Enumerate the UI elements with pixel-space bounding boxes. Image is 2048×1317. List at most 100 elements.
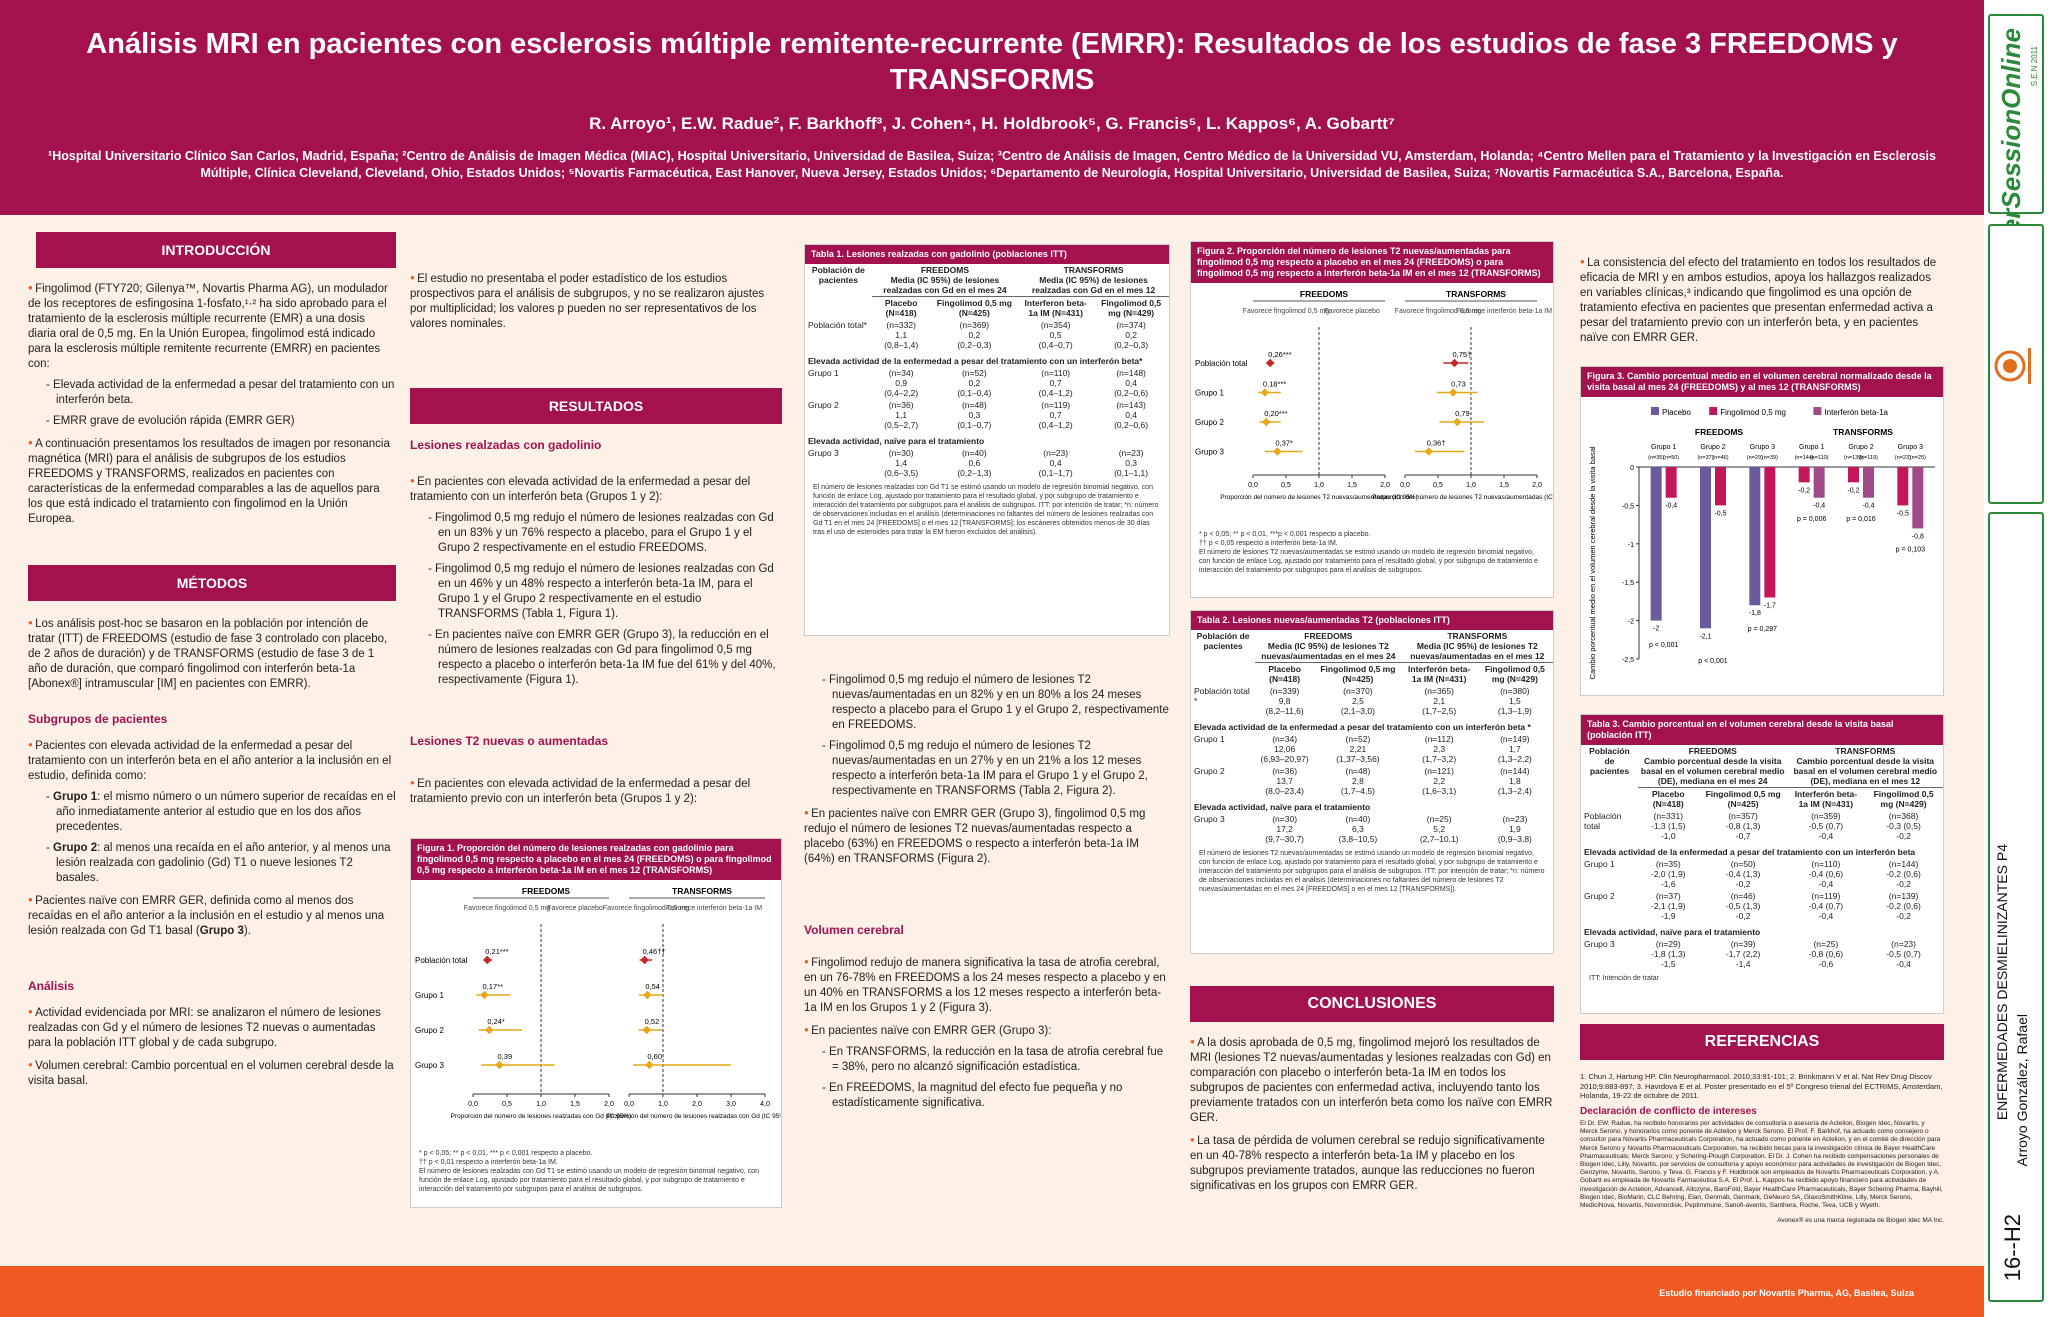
cell-line: (n=48) [1345, 766, 1371, 776]
cell-line: (n=23) [1043, 448, 1069, 458]
results-title: RESULTADOS [410, 388, 782, 424]
figure-2-title: Figura 2. Proporción del número de lesio… [1191, 242, 1553, 283]
study-header: TRANSFORMS Media (IC 95%) de lesiones rea… [1018, 264, 1169, 297]
favours-left: Favorece fingolimod 0,5 mg [1395, 308, 1481, 315]
cell-line: 9,8 [1278, 696, 1291, 706]
cell-line: (n=374) [1116, 320, 1146, 330]
cell-line: 2,5 [1351, 696, 1364, 706]
table-row: Placebo (N=418) Fingolimod 0,5 mg (N=425)… [1191, 662, 1553, 685]
table-cell: (n=36) 13,7 (8,0–23,4) [1255, 765, 1314, 797]
sen-logo-icon [1994, 348, 2031, 384]
cell-line: 1,9 [1508, 824, 1521, 834]
point-label: 0,54 [645, 982, 660, 991]
poster-title: Análisis MRI en pacientes con esclerosis… [86, 28, 1898, 96]
bar-n-label: (n=50) [1663, 455, 1679, 461]
brand-small: S.E.N 2011 [2030, 46, 2039, 87]
table-row: Población total (n=331) -1,3 (1,5) -1,0 (n=3… [1581, 810, 1943, 842]
cell-line: -0,5 (1,3) [1725, 901, 1761, 911]
point-estimate [1260, 388, 1270, 397]
table-cell: (n=369) 0,2 (0,2–0,3) [931, 319, 1019, 351]
table-cell: (n=23) 1,9 (0,9–3,8) [1477, 813, 1553, 845]
table-row: Grupo 2 (n=36) 1,1 (0,5–2,7) (n=48) 0,3 (0,1–0… [805, 399, 1169, 431]
point-label: 0,46†† [643, 947, 666, 956]
section-label: Elevada actividad de la enfermedad a pes… [808, 356, 1143, 366]
cell-line: -0,4 [1818, 831, 1834, 841]
row-label: Grupo 1 [1194, 734, 1225, 744]
table-cell: (n=110) 0,7 (0,4–1,2) [1018, 367, 1093, 399]
intro-d1: Elevada actividad de la enfermedad a pes… [38, 378, 396, 408]
g1-text: : el mismo número o un número superior d… [56, 791, 396, 833]
author-label: Arroyo González, Rafael [2014, 1014, 2030, 1167]
point-estimate [1452, 417, 1462, 427]
section-label: Elevada actividad, naïve para el tratami… [1584, 927, 1761, 937]
cell-line: (n=25) [1426, 814, 1452, 824]
x-tick-label: 0,5 [1433, 482, 1443, 489]
cell-line: -0,5 (0,7) [1808, 821, 1844, 831]
cell-line: (0,9–3,8) [1497, 834, 1532, 844]
bar-n-label: (n=46) [1712, 455, 1728, 461]
favours-right: Favorece interferón beta-1a IM [1456, 308, 1552, 315]
point-label: 0,21*** [485, 947, 508, 956]
g1-label: Grupo 1 [53, 791, 98, 803]
study-name: FREEDOMS [920, 265, 970, 275]
x-axis-label: Proporción del número de lesiones realza… [607, 1113, 781, 1120]
coi-text: El Dr. EW. Radue, ha recibido honorarios… [1580, 1120, 1943, 1210]
row-label: Grupo 3 [1194, 814, 1225, 824]
table-1-foot: El número de lesiones realzadas con Gd T… [813, 484, 1159, 536]
column-5: La consistencia del efecto del tratamien… [1580, 254, 1944, 352]
cell-line: -0,2 [1896, 879, 1911, 889]
group-label: Grupo 2 [1700, 444, 1725, 451]
legend-label: Fingolimod 0,5 mg [1720, 408, 1786, 417]
cell-line: (n=149) [1500, 734, 1530, 744]
bar-value-label: -0,2 [1798, 487, 1810, 494]
cell-line: (1,7–3,2) [1422, 754, 1457, 764]
study-sub: Media (IC 95%) de lesiones T2 nuevas/aum… [1261, 641, 1396, 661]
bar-n-label: (n=139) [1844, 455, 1863, 461]
point-estimate [642, 1025, 651, 1035]
bottom-bar: Estudio financiado por Novartis Pharma, … [0, 1266, 1984, 1317]
bar-n-label: (n=29) [1747, 455, 1763, 461]
legend-label: Placebo [1662, 408, 1691, 417]
bar [1798, 467, 1810, 483]
concl-p1: A la dosis aprobada de 0,5 mg, fingolimo… [1190, 1034, 1554, 1126]
cell-line: (n=369) [959, 320, 990, 330]
table-1: Tabla 1. Lesiones realzadas con gadolini… [804, 244, 1170, 636]
cell-line: -0,4 [1818, 879, 1834, 889]
x-axis-label: Proporción del número de lesiones realza… [451, 1113, 632, 1120]
cell-line: (n=144) [1888, 859, 1919, 869]
bar-n-label: (n=110) [1810, 455, 1829, 461]
bar-value-label: -0,4 [1665, 503, 1677, 510]
gd-p1: En pacientes con elevada actividad de la… [410, 473, 782, 505]
cell-line: (n=368) [1888, 811, 1919, 821]
bar [1863, 467, 1874, 498]
study-sub: Media (IC 95%) de lesiones realzadas con… [1031, 275, 1156, 295]
table-cell: (n=332) 1,1 (0,8–1,4) [872, 319, 931, 351]
x-axis-label: Proporción del número de lesiones T2 nue… [1372, 494, 1553, 501]
cell-line: (8,2–11,6) [1265, 706, 1304, 716]
x-tick-label: 4,0 [760, 1101, 770, 1108]
table-header [805, 297, 872, 320]
table-cell: (n=34) 0,9 (0,4–2,2) [872, 367, 931, 399]
x-tick-label: 0,5 [1281, 482, 1291, 489]
references-text: 1. Chun J, Hartung HP. Clin Neuropharmac… [1580, 1072, 1943, 1100]
bar-n-label: (n=39) [1762, 455, 1778, 461]
table-cell: (n=39) -1,7 (2,2) -1,4 [1699, 938, 1788, 970]
cell-line: (0,1–1,1) [1114, 468, 1149, 478]
cell-line: (n=139) [1888, 891, 1919, 901]
cell-line: (n=46) [1730, 891, 1756, 901]
cell-line: (n=30) [888, 448, 914, 458]
section-label: Elevada actividad, naïve para el tratami… [1194, 802, 1371, 812]
table-cell: (n=149) 1,7 (1,3–2,2) [1477, 733, 1553, 765]
study-name: TRANSFORMS [1835, 746, 1896, 756]
p3-c: ). [243, 925, 251, 937]
cell-line: (0,1–1,7) [1038, 468, 1073, 478]
study-sub: Media (IC 95%) de lesiones realzadas con… [883, 275, 1007, 295]
row-label: Grupo 3 [415, 1061, 444, 1070]
cell-line: -0,3 (0,5) [1886, 821, 1921, 831]
column-1: INTRODUCCIÓN Fingolimod (FTY720; Gilenya… [28, 232, 396, 1095]
cell-line: (n=148) [1116, 368, 1146, 378]
table-cell: (n=36) 1,1 (0,5–2,7) [872, 399, 931, 431]
table-cell: (n=144) 1,8 (1,3–2,4) [1477, 765, 1553, 797]
study-sub: Cambio porcentual desde la visita basal … [1793, 756, 1938, 786]
x-tick-label: 0,0 [624, 1101, 634, 1108]
